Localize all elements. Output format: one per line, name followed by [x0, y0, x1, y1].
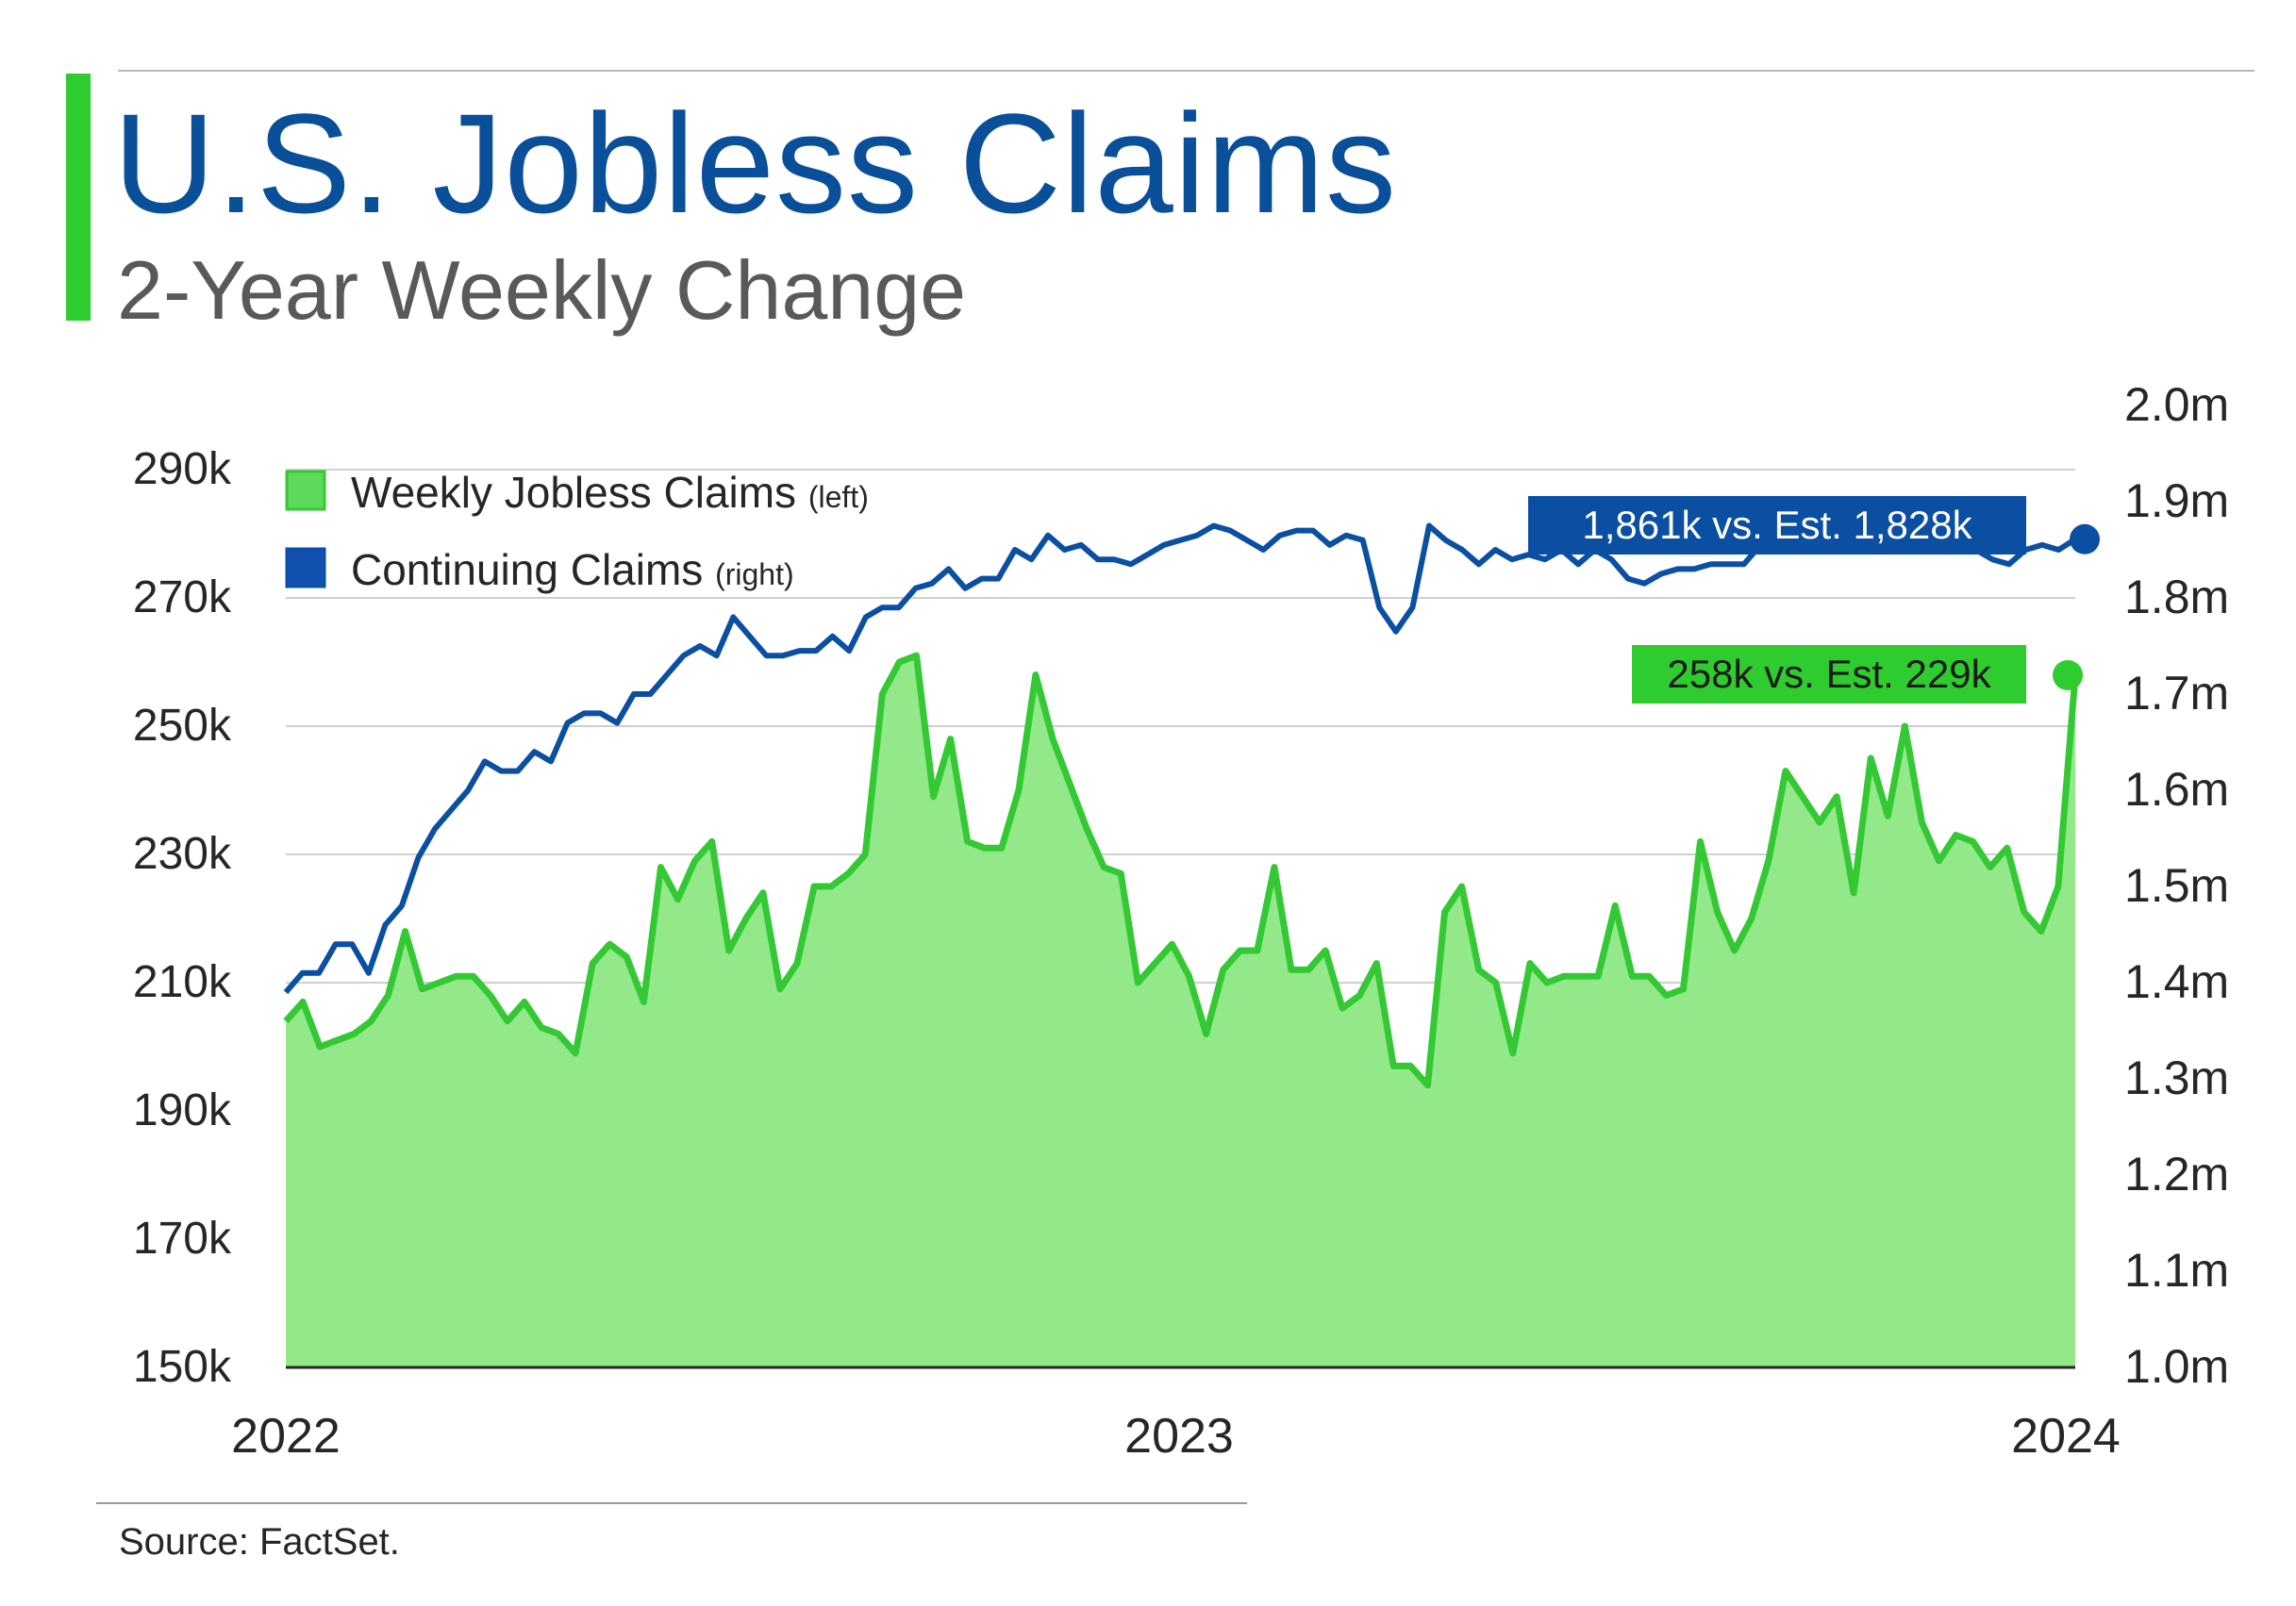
y-right-tick-label: 1.3m — [2124, 1051, 2229, 1104]
y-left-tick-label: 150k — [133, 1342, 232, 1392]
y-right-tick-label: 2.0m — [2124, 378, 2229, 431]
continuing-callout-label: 1,861k vs. Est. 1,828k — [1582, 503, 1972, 547]
x-tick-label: 2023 — [1124, 1409, 1234, 1464]
y-right-tick-label: 1.1m — [2124, 1244, 2229, 1297]
y-left-tick-label: 250k — [133, 701, 232, 751]
y-right-tick-label: 1.6m — [2124, 763, 2229, 816]
y-right-tick-label: 1.2m — [2124, 1148, 2229, 1200]
y-left-tick-label: 210k — [133, 957, 232, 1007]
weekly-callout-box — [1632, 645, 2026, 704]
y-right-tick-label: 1.5m — [2124, 859, 2229, 912]
legend-swatch — [285, 547, 326, 588]
weekly-claims-line — [283, 652, 2079, 1089]
title-accent-bar — [66, 74, 91, 321]
footer-rule — [96, 1502, 1247, 1504]
axis-labels: 150k 170k 190k 210k 230k 250k 270k 290k 1.0m 1.1m… — [133, 378, 2229, 1464]
continuing-callout-box — [1528, 496, 2026, 555]
legend: Weekly Jobless Claims (left) Continuing C… — [285, 468, 869, 594]
legend-label: Continuing Claims (right) — [351, 545, 794, 594]
latest-callouts: 1,861k vs. Est. 1,828k 258k vs. Est. 229k — [1528, 496, 2100, 704]
top-rule — [118, 70, 2254, 72]
legend-label: Weekly Jobless Claims (left) — [351, 468, 869, 517]
y-right-tick-label: 1.0m — [2124, 1340, 2229, 1393]
y-right-tick-label: 1.4m — [2124, 955, 2229, 1008]
y-left-tick-label: 190k — [133, 1085, 232, 1135]
continuing-latest-dot — [2070, 523, 2100, 555]
weekly-latest-dot — [2053, 660, 2083, 690]
weekly-callout-label: 258k vs. Est. 229k — [1667, 652, 1991, 696]
y-left-tick-label: 270k — [133, 572, 232, 622]
y-right-tick-label: 1.8m — [2124, 571, 2229, 623]
y-right-tick-label: 1.7m — [2124, 667, 2229, 720]
weekly-claims-area — [286, 655, 2075, 1367]
x-tick-label: 2022 — [231, 1409, 341, 1464]
y-left-tick-label: 290k — [133, 444, 232, 494]
y-right-tick-label: 1.9m — [2124, 474, 2229, 527]
y-left-tick-label: 230k — [133, 829, 232, 879]
legend-swatch — [285, 470, 326, 511]
chart-subtitle: 2-Year Weekly Change — [117, 243, 967, 337]
chart-title: U.S. Jobless Claims — [113, 84, 1398, 242]
source-note: Source: FactSet. — [119, 1521, 400, 1563]
x-tick-label: 2024 — [2011, 1409, 2121, 1464]
y-left-tick-label: 170k — [133, 1214, 232, 1264]
weekly-claims-area-layer — [286, 655, 2075, 1367]
